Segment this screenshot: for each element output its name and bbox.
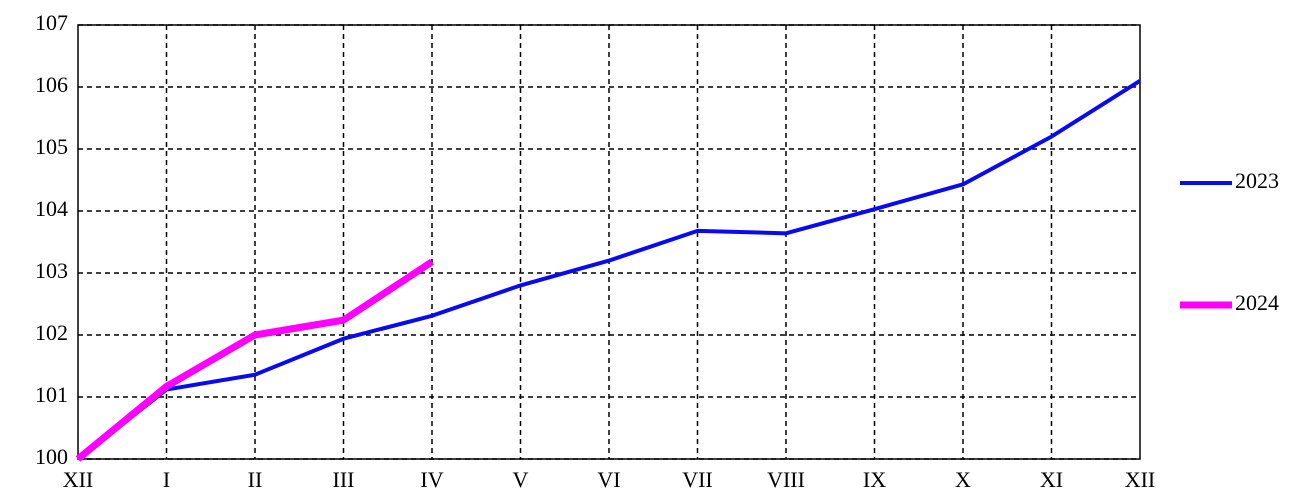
y-tick-label: 102: [35, 320, 68, 345]
y-tick-label: 104: [35, 196, 68, 221]
x-tick-label: VIII: [767, 467, 805, 492]
y-tick-label: 101: [35, 382, 68, 407]
y-tick-label: 103: [35, 258, 68, 283]
y-tick-label: 100: [35, 444, 68, 469]
legend-label: 2024: [1235, 290, 1279, 315]
x-tick-label: XII: [63, 467, 94, 492]
x-tick-label: III: [333, 467, 355, 492]
x-tick-label: IV: [420, 467, 443, 492]
plot-frame: [77, 24, 1141, 460]
x-tick-label: IX: [863, 467, 886, 492]
x-tick-label: XII: [1125, 467, 1156, 492]
y-tick-label: 107: [35, 10, 68, 35]
x-tick-label: I: [163, 467, 170, 492]
y-tick-label: 105: [35, 134, 68, 159]
x-tick-label: X: [955, 467, 971, 492]
y-tick-label: 106: [35, 72, 68, 97]
x-tick-label: II: [248, 467, 263, 492]
line-2024: [75, 258, 434, 462]
line-2023: [76, 79, 1142, 461]
x-tick-label: V: [513, 467, 529, 492]
x-tick-label: XI: [1040, 467, 1063, 492]
legend-label: 2023: [1235, 168, 1279, 193]
x-tick-label: VI: [597, 467, 620, 492]
x-tick-label: VII: [682, 467, 713, 492]
